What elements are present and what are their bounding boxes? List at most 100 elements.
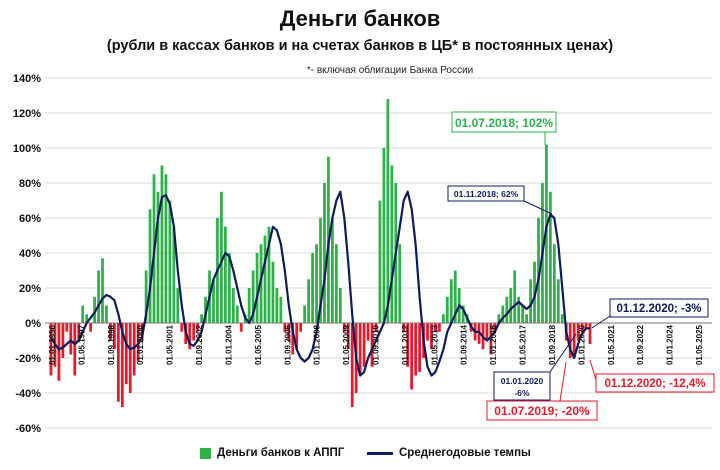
bar <box>101 258 104 323</box>
bar <box>517 296 521 323</box>
y-tick-label: 120% <box>13 108 41 120</box>
bar <box>560 314 564 323</box>
annotation-box-bars-end <box>595 373 715 393</box>
bar <box>366 323 370 341</box>
bar <box>275 288 279 323</box>
annotation-box-bars-peak <box>451 111 557 133</box>
bar <box>370 323 374 367</box>
x-tick-label: 01.05.2017 <box>519 324 528 365</box>
bar <box>362 323 366 367</box>
bar <box>398 244 402 323</box>
y-tick-label: 80% <box>19 178 41 190</box>
legend-label-line: Среднегодовые темпы <box>399 447 531 459</box>
bar <box>49 323 53 376</box>
bar <box>402 323 406 332</box>
annotation-leader <box>559 361 567 402</box>
annotation-line-end: 01.12.2020; -3% <box>616 303 701 315</box>
bar <box>568 323 572 358</box>
bar <box>188 323 192 350</box>
bar <box>69 323 73 355</box>
legend-swatch-line <box>367 451 393 455</box>
bar <box>279 296 283 323</box>
bar <box>509 288 513 323</box>
y-tick-label: 60% <box>19 213 41 225</box>
x-tick-label: 01.09.2010 <box>372 324 381 365</box>
bar <box>116 323 120 402</box>
legend-swatch-bars <box>200 447 211 459</box>
bar <box>390 165 394 323</box>
bar <box>89 323 93 332</box>
x-tick-label: 01.01.2024 <box>666 324 675 365</box>
bar <box>338 288 342 323</box>
annotation-bars-end: 01.12.2020; -12,4% <box>604 378 705 390</box>
x-tick-label: 01.05.2021 <box>607 324 616 365</box>
bar <box>334 244 338 323</box>
bar <box>172 226 176 323</box>
bar <box>548 191 552 323</box>
bar <box>386 99 390 323</box>
bar <box>105 305 108 323</box>
annotation-line-2020-value: -6% <box>514 388 530 398</box>
y-tick-label: 40% <box>19 248 41 260</box>
chart-note: *- включая облигации Банка России <box>306 65 474 76</box>
bar <box>441 314 445 323</box>
bar <box>445 296 449 323</box>
bar <box>109 323 112 341</box>
annotation-box-line-2020 <box>493 371 551 401</box>
bar <box>148 209 152 323</box>
bar <box>77 323 81 341</box>
annotation-bars-2019: 01.07.2019; -20% <box>494 404 590 418</box>
bar <box>267 226 271 323</box>
bar <box>160 165 164 323</box>
bar <box>529 279 532 323</box>
bar <box>580 323 584 332</box>
bar <box>180 323 184 332</box>
bar <box>231 288 235 323</box>
bar <box>144 270 148 323</box>
bar <box>85 314 89 323</box>
x-tick-label: 01.05.2001 <box>166 324 175 365</box>
bar <box>239 323 243 332</box>
annotation-leader <box>589 359 597 381</box>
bar <box>414 323 418 376</box>
bar <box>220 191 223 323</box>
x-tick-label: 01.01.2020 <box>577 324 586 365</box>
bar <box>556 279 560 323</box>
annotation-leader <box>523 200 553 215</box>
bar <box>299 323 303 332</box>
x-tick-label: 01.09.2002 <box>195 324 204 365</box>
bar <box>271 261 275 323</box>
bar <box>584 323 588 329</box>
legend-item-bars: Деньги банков к АППГ <box>200 447 344 459</box>
bar <box>164 174 168 323</box>
bar <box>81 305 85 323</box>
annotation-box-bars-2019 <box>486 400 598 421</box>
annotation-box-line-end <box>609 298 709 318</box>
bar <box>176 288 180 323</box>
y-tick-label: 0% <box>25 318 41 330</box>
x-tick-label: 01.01.2012 <box>401 324 410 365</box>
bar <box>346 323 350 350</box>
bar <box>200 314 203 323</box>
bar <box>168 200 172 323</box>
bar <box>251 270 255 323</box>
y-tick-label: -40% <box>15 388 41 400</box>
bar <box>572 323 576 355</box>
bar <box>196 323 200 332</box>
bar <box>576 323 580 341</box>
x-tick-label: 01.01.2000 <box>136 324 145 365</box>
bar <box>307 279 310 323</box>
bar <box>378 200 382 323</box>
bar <box>350 323 354 407</box>
bar <box>93 296 96 323</box>
bar <box>323 183 326 323</box>
bar <box>382 148 386 323</box>
bar <box>315 244 318 323</box>
bar <box>287 323 291 341</box>
annotation-line-2020-date: 01.01.2020 <box>501 376 544 386</box>
x-tick-label: 01.09.2014 <box>460 324 469 365</box>
annotation-line-peak: 01.11.2018; 62% <box>454 189 519 199</box>
x-tick-label: 01.05.2013 <box>430 324 439 365</box>
